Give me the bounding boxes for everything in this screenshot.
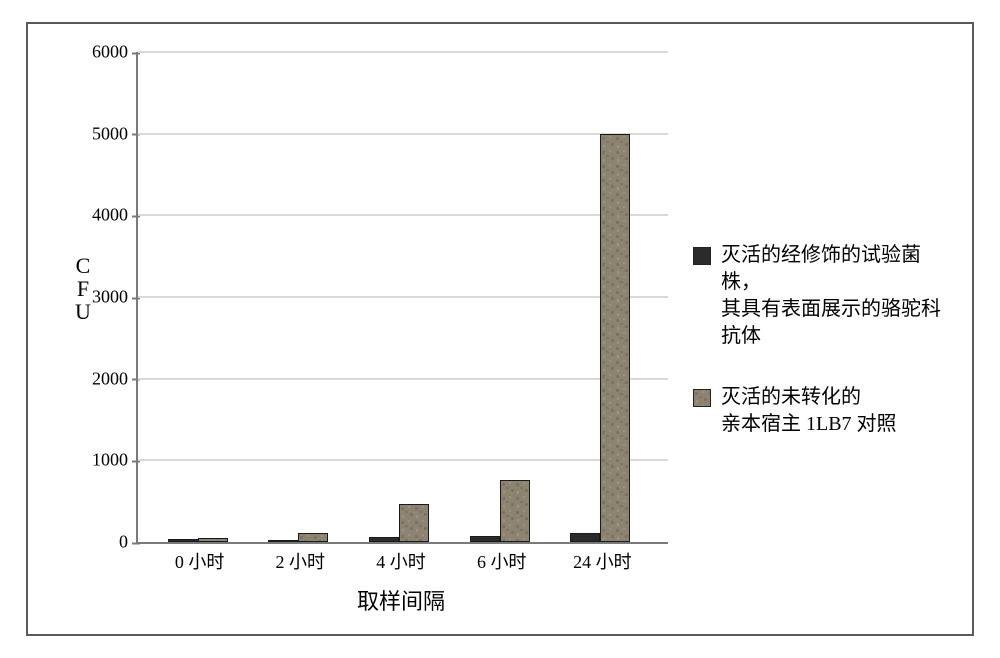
y-tick: 5000 (58, 123, 138, 144)
x-tick: 0 小时 (150, 548, 250, 574)
bar-control (399, 504, 429, 542)
bar-control (600, 134, 630, 542)
x-tick: 2 小时 (250, 548, 350, 574)
x-tick-row: 0 小时2 小时4 小时6 小时24 小时 (136, 544, 666, 572)
bar-modified (570, 533, 600, 542)
legend-item-modified: 灭活的经修饰的试验菌株， 其具有表面展示的骆驼科抗体 (693, 242, 955, 350)
bar-modified (268, 540, 298, 542)
gridline (138, 133, 668, 135)
y-tick: 6000 (58, 42, 138, 63)
bar-control (298, 533, 328, 542)
bar-modified (168, 539, 198, 542)
gridline (138, 214, 668, 216)
gridline (138, 51, 668, 53)
y-tick: 2000 (58, 368, 138, 389)
y-tick: 0 (58, 532, 138, 553)
legend-item-control: 灭活的未转化的 亲本宿主 1LB7 对照 (693, 384, 955, 438)
gridline (138, 378, 668, 380)
y-tick: 3000 (58, 287, 138, 308)
x-tick: 6 小时 (452, 548, 552, 574)
legend-swatch-modified (693, 247, 711, 265)
bar-modified (369, 537, 399, 542)
x-tick: 24 小时 (552, 548, 652, 574)
plot-area: 0100020003000400050006000 (136, 52, 668, 544)
x-axis-label: 取样间隔 (136, 584, 666, 616)
chart-panel: C F U 0100020003000400050006000 0 小时2 小时… (26, 22, 974, 636)
y-tick: 4000 (58, 205, 138, 226)
bar-modified (470, 536, 500, 542)
bar-control (500, 480, 530, 542)
y-tick: 1000 (58, 450, 138, 471)
legend-label-modified: 灭活的经修饰的试验菌株， 其具有表面展示的骆驼科抗体 (721, 242, 955, 350)
legend-label-control: 灭活的未转化的 亲本宿主 1LB7 对照 (721, 384, 897, 438)
legend: 灭活的经修饰的试验菌株， 其具有表面展示的骆驼科抗体 灭活的未转化的 亲本宿主 … (693, 242, 955, 472)
x-tick: 4 小时 (351, 548, 451, 574)
legend-swatch-control (693, 389, 711, 407)
y-axis-label-letter: C (64, 254, 102, 277)
bar-control (198, 538, 228, 542)
gridline (138, 459, 668, 461)
gridline (138, 296, 668, 298)
